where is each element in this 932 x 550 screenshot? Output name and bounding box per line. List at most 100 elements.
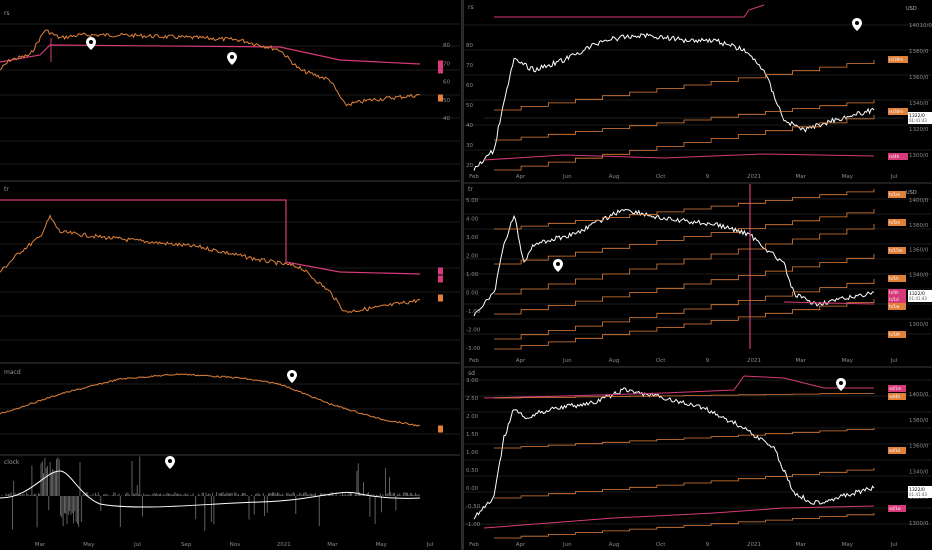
axis-tick: 14010/0 (909, 23, 932, 29)
x-axis-tick: May (842, 542, 854, 548)
left-macd-panel[interactable]: macd (0, 364, 460, 454)
current-price-box: 1322/001:41:43 (908, 290, 932, 302)
x-axis-tick: May (842, 174, 854, 180)
axis-tick: 20 (466, 163, 473, 169)
right-sd-panel[interactable]: sd 3.00 2.50 2.00 1.50 1.00 0.50 0.00 -0.50 -1.0… (464, 368, 932, 550)
x-axis-tick: May (376, 542, 388, 548)
axis-tick: 70 (443, 61, 450, 67)
right-rs-panel[interactable]: rs USD 80 70 60 50 40 30 20 14010/0 1380/0 1360/0… (464, 0, 932, 182)
axis-tick: 1360/0 (909, 75, 929, 81)
x-axis-tick: Oct (656, 174, 666, 180)
axis-tick: 2.00 (466, 254, 479, 260)
x-axis-tick: 2021 (747, 542, 761, 548)
right-tr-panel[interactable]: tr USD 5.00 4.00 3.00 2.00 1.00 0.00 -1.00 -2.0… (464, 184, 932, 366)
rs-price-chart[interactable]: 80 70 60 50 40 30 20 14010/0 1380/0 1360/0 1340/0 1… (464, 0, 932, 182)
axis-tick: 4.00 (466, 217, 479, 223)
left-clock-panel[interactable]: clock Mar May Jul Sep Nov 2021 Mar May Jul (0, 456, 460, 550)
x-axis-tick: Aug (609, 174, 620, 180)
current-price-box: 1322/001:41:43 (908, 486, 932, 498)
left-rs-panel[interactable]: rs 80 70 60 50 40 (0, 0, 460, 180)
axis-badge (438, 66, 443, 74)
axis-tick: 1400/0 (909, 392, 929, 398)
x-axis-tick: Aug (609, 542, 620, 548)
current-price-box: 1322/001:41:43 (908, 112, 932, 124)
series-badge: tr/1M (888, 331, 906, 338)
axis-tick: 40 (443, 116, 450, 122)
series-badge: tr/5m (888, 219, 906, 226)
svg-text:rs/30m: rs/30m (889, 109, 903, 114)
axis-tick: 1300/0 (909, 322, 929, 328)
axis-tick: 60 (443, 80, 450, 86)
axis-tick: 1380/0 (909, 418, 929, 424)
axis-tick: 5.00 (466, 198, 479, 204)
map-pin-icon[interactable] (227, 52, 237, 65)
axis-tick: -0.50 (466, 504, 481, 510)
svg-text:01:41:43: 01:41:43 (909, 118, 927, 123)
map-pin-icon[interactable] (553, 259, 563, 272)
x-axis-tick: 2021 (747, 358, 761, 364)
svg-text:sd/4h: sd/4h (889, 394, 901, 399)
axis-tick: 1340/0 (909, 101, 929, 107)
axis-tick: 70 (466, 63, 473, 69)
x-axis-tick: Jul (133, 542, 141, 548)
divider[interactable] (464, 182, 932, 184)
series-badge: rs/4h (888, 153, 908, 160)
map-pin-icon[interactable] (165, 456, 175, 469)
panel-label: tr (4, 186, 9, 193)
axis-tick: 80 (466, 43, 473, 49)
x-axis-tick: May (83, 542, 95, 548)
x-axis-tick: Apr (516, 358, 526, 364)
sd-price-chart[interactable]: 3.00 2.50 2.00 1.50 1.00 0.50 0.00 -0.50 -1.00 14… (464, 368, 932, 550)
svg-text:tr/1d: tr/1d (889, 297, 899, 302)
axis-tick: 1360/0 (909, 248, 929, 254)
map-pin-icon[interactable] (836, 378, 846, 391)
axis-tick: -1.00 (466, 522, 481, 528)
x-axis-tick: Jun (562, 542, 572, 548)
svg-text:tr/4h: tr/4h (889, 290, 899, 295)
axis-tick: 1.50 (466, 432, 479, 438)
axis-tick: 2.00 (466, 414, 479, 420)
x-axis-tick: Jul (890, 358, 898, 364)
series-badge: tr/1d (888, 296, 906, 303)
svg-text:tr/1w: tr/1w (889, 304, 900, 309)
svg-text:rs/30m: rs/30m (889, 57, 903, 62)
axis-tick: 1340/0 (909, 272, 929, 278)
svg-text:1322/0: 1322/0 (909, 113, 925, 119)
x-axis-tick: Mar (327, 542, 338, 548)
svg-text:tr/1M: tr/1M (889, 332, 900, 337)
clock-chart[interactable]: Mar May Jul Sep Nov 2021 Mar May Jul (0, 456, 460, 550)
axis-badge (438, 425, 443, 433)
series-badge: tr/1w (888, 303, 906, 310)
rs-chart[interactable]: 80 70 60 50 40 (0, 0, 460, 180)
map-pin-icon[interactable] (287, 370, 297, 383)
axis-tick: -1.00 (466, 309, 481, 315)
svg-text:tr/1m: tr/1m (889, 192, 900, 197)
x-axis-tick: Mar (35, 542, 46, 548)
tr-price-chart[interactable]: 5.00 4.00 3.00 2.00 1.00 0.00 -1.00 -2.00 -3.00 1… (464, 184, 932, 366)
axis-tick: -2.00 (466, 328, 481, 334)
divider[interactable] (0, 454, 460, 456)
svg-text:rs/4h: rs/4h (889, 154, 900, 159)
x-axis-tick: Jun (562, 174, 572, 180)
axis-badge (438, 60, 443, 68)
macd-chart[interactable] (0, 364, 460, 454)
divider[interactable] (0, 180, 460, 182)
x-axis-tick: Feb (469, 542, 479, 548)
map-pin-icon[interactable] (852, 18, 862, 31)
divider[interactable] (0, 362, 460, 364)
panel-label: sd (468, 370, 475, 377)
panel-label: clock (4, 459, 20, 466)
column-divider[interactable] (461, 0, 464, 550)
axis-tick: 1.00 (466, 450, 479, 456)
x-axis-tick: Oct (656, 358, 666, 364)
axis-tick: 1320/0 (909, 127, 929, 133)
map-pin-icon[interactable] (86, 37, 96, 50)
series-badge: tr/15m (888, 247, 906, 254)
tr-chart[interactable] (0, 182, 460, 362)
divider[interactable] (464, 366, 932, 368)
currency-unit: USD (906, 6, 917, 12)
svg-text:tr/15m: tr/15m (889, 248, 903, 253)
left-tr-panel[interactable]: tr (0, 182, 460, 362)
axis-tick: 1360/0 (909, 444, 929, 450)
axis-tick: 3.00 (466, 235, 479, 241)
